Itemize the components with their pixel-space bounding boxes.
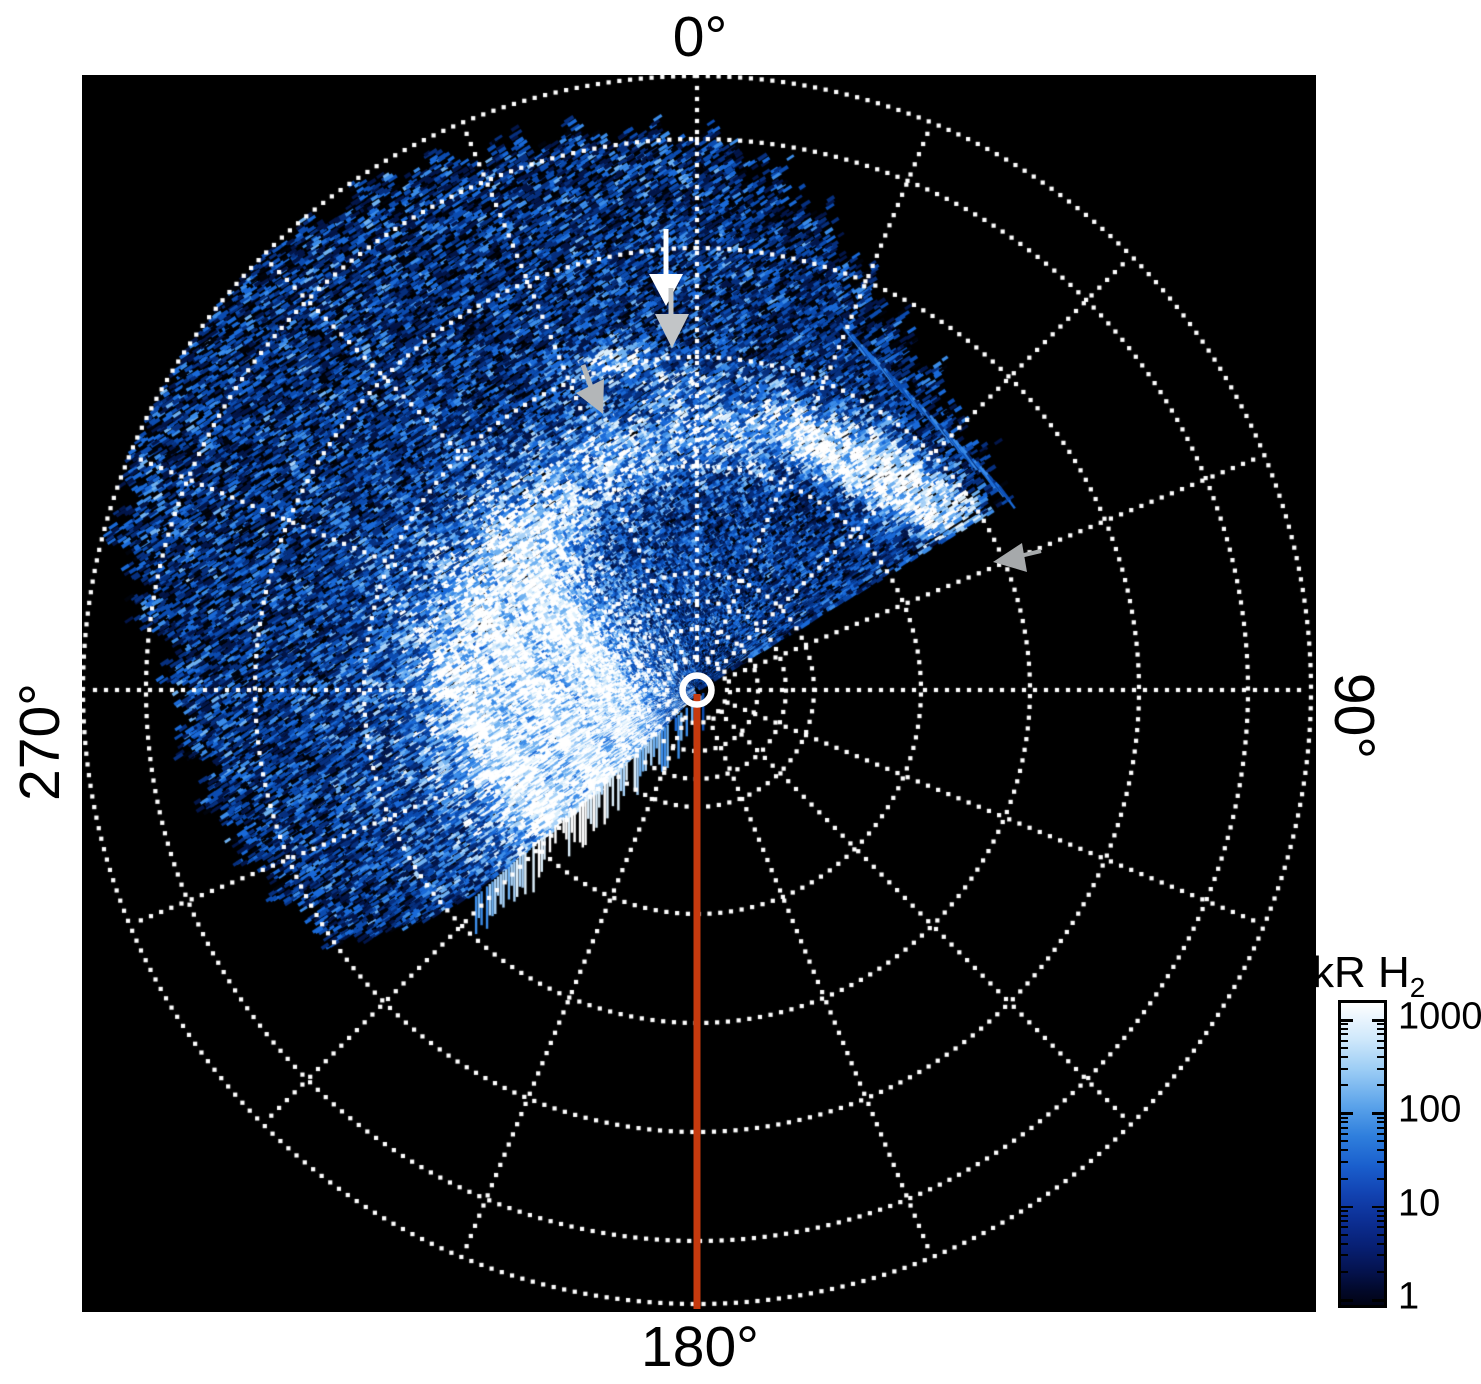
colorbar-minor-tick [1377,1047,1384,1050]
colorbar-minor-tick [1341,1226,1348,1229]
colorbar-major-tick [1372,1112,1384,1115]
colorbar [1338,1000,1387,1308]
colorbar-minor-tick [1377,1033,1384,1036]
colorbar-minor-tick [1377,1116,1384,1119]
colorbar-minor-tick [1377,1214,1384,1217]
colorbar-minor-tick [1341,1028,1348,1031]
colorbar-minor-tick [1341,1233,1348,1236]
colorbar-minor-tick [1377,1140,1384,1143]
colorbar-minor-tick [1377,1233,1384,1236]
colorbar-minor-tick [1377,1067,1384,1070]
angle-label-0: 0° [672,5,728,69]
colorbar-minor-tick [1377,1056,1384,1059]
colorbar-minor-tick [1341,1121,1348,1124]
colorbar-minor-tick [1341,1047,1348,1050]
colorbar-minor-tick [1341,1023,1348,1026]
colorbar-minor-tick [1341,1270,1348,1273]
colorbar-tick-label: 100 [1398,1088,1462,1131]
colorbar-minor-tick [1377,1133,1384,1136]
colorbar-minor-tick [1341,1056,1348,1059]
colorbar-minor-tick [1341,1242,1348,1245]
angle-label-180: 180° [641,1315,759,1379]
colorbar-minor-tick [1377,1177,1384,1180]
angle-label-270: 270° [8,683,72,801]
colorbar-minor-tick [1377,1161,1384,1164]
polar-plot-area [82,75,1316,1312]
colorbar-major-tick [1341,1299,1353,1302]
colorbar-title-subscript: 2 [1409,972,1426,1003]
colorbar-title-text: kR H [1312,948,1410,997]
colorbar-major-tick [1341,1112,1353,1115]
colorbar-minor-tick [1341,1084,1348,1087]
colorbar-minor-tick [1341,1161,1348,1164]
colorbar-minor-tick [1341,1254,1348,1257]
colorbar-minor-tick [1341,1033,1348,1036]
colorbar-minor-tick [1341,1133,1348,1136]
colorbar-major-tick [1372,1299,1384,1302]
colorbar-major-tick [1372,1019,1384,1022]
colorbar-minor-tick [1377,1084,1384,1087]
colorbar-minor-tick [1341,1214,1348,1217]
colorbar-minor-tick [1377,1242,1384,1245]
colorbar-minor-tick [1341,1039,1348,1042]
aurora-image-canvas [82,75,1316,1312]
colorbar-minor-tick [1377,1023,1384,1026]
colorbar-minor-tick [1377,1226,1384,1229]
colorbar-tick-label: 1 [1398,1275,1420,1318]
colorbar-minor-tick [1341,1126,1348,1129]
colorbar-minor-tick [1377,1254,1384,1257]
colorbar-minor-tick [1377,1270,1384,1273]
colorbar-minor-tick [1377,1220,1384,1223]
colorbar-major-tick [1372,1205,1384,1209]
colorbar-minor-tick [1377,1126,1384,1129]
colorbar-minor-tick [1377,1149,1384,1152]
colorbar-minor-tick [1341,1149,1348,1152]
colorbar-major-tick [1341,1205,1353,1209]
colorbar-minor-tick [1341,1220,1348,1223]
colorbar-tick-label: 10 [1398,1182,1441,1225]
colorbar-minor-tick [1341,1177,1348,1180]
colorbar-minor-tick [1377,1209,1384,1212]
colorbar-minor-tick [1341,1209,1348,1212]
colorbar-tick-label: 1000 [1398,995,1481,1038]
colorbar-major-tick [1341,1019,1353,1022]
angle-label-90: 90° [1322,672,1386,760]
colorbar-title: kR H2 [1312,948,1425,1004]
colorbar-minor-tick [1341,1067,1348,1070]
colorbar-minor-tick [1377,1121,1384,1124]
colorbar-minor-tick [1341,1116,1348,1119]
colorbar-minor-tick [1341,1140,1348,1143]
colorbar-minor-tick [1377,1028,1384,1031]
colorbar-minor-tick [1377,1039,1384,1042]
